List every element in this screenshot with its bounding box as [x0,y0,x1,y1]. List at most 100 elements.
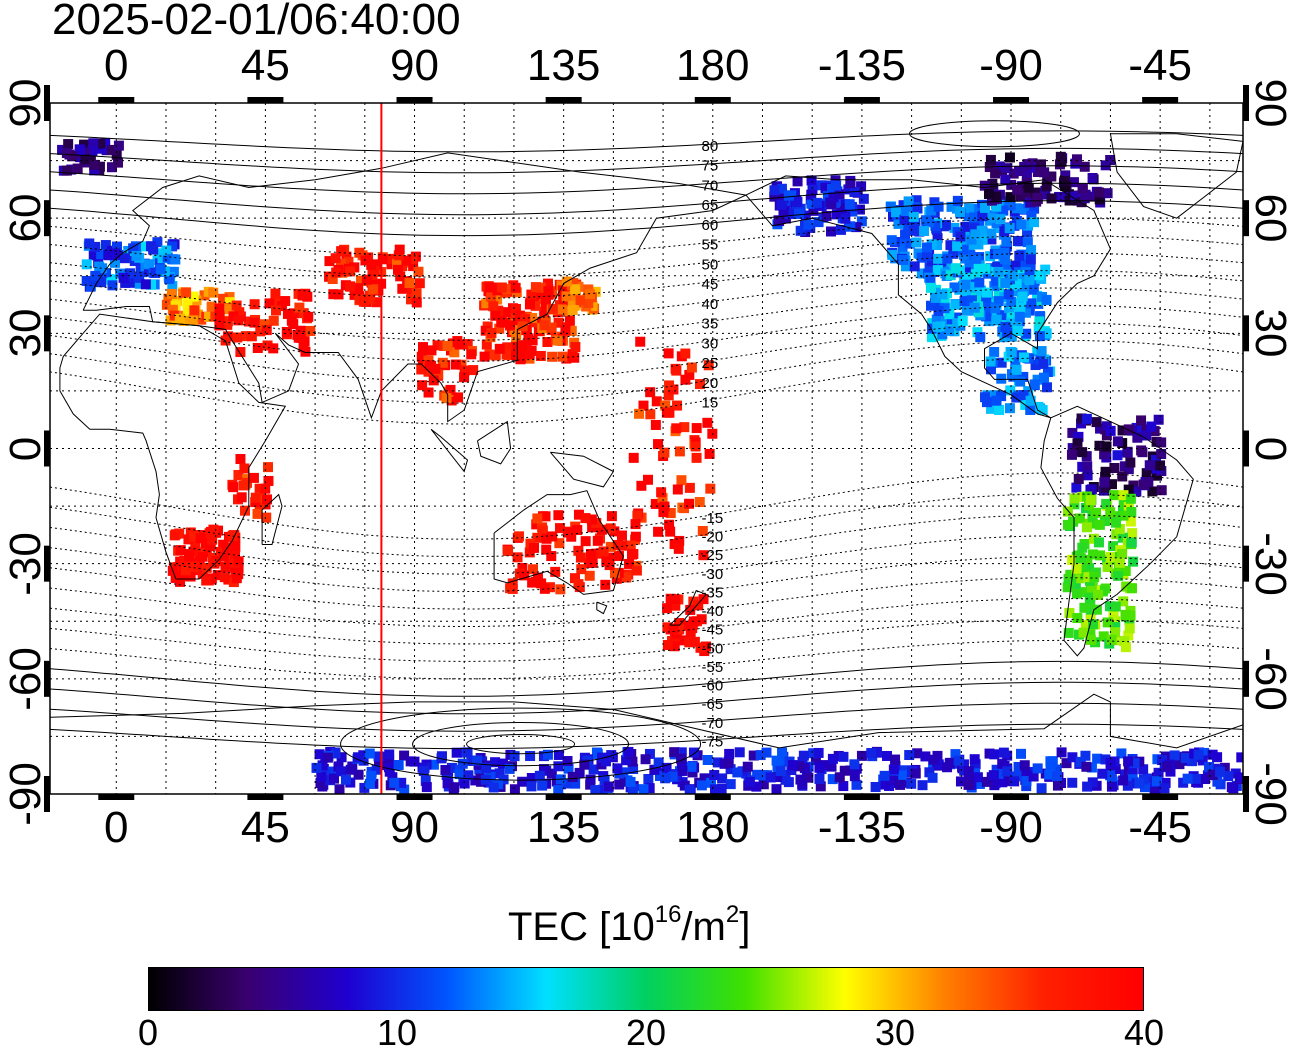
tec-cell [694,497,705,508]
tec-cell [612,763,623,774]
tec-cell [1019,286,1030,297]
tec-cell [1110,517,1121,528]
tec-cell [985,154,996,165]
tec-cell [364,294,375,305]
tec-cell [183,534,194,545]
tec-cell [953,755,964,766]
tec-cell [991,201,1002,212]
tec-cell [1036,159,1047,170]
tec-cell [587,557,598,568]
top-lon-label: 0 [104,41,129,90]
tec-cell [373,751,384,762]
tec-cell [181,287,192,298]
tec-cell [900,229,911,240]
tec-cell [1051,764,1062,775]
tec-cell [1041,294,1052,305]
tec-cell [1207,749,1218,760]
tec-cell [364,748,375,759]
tec-cell [539,320,550,331]
tec-cell [1077,447,1088,458]
tec-cell [537,525,548,536]
tec-cell [1131,486,1142,497]
tec-cell [990,303,1001,314]
tec-cell [1123,484,1134,495]
tec-cell [919,226,930,237]
tec-cell [187,315,198,326]
tec-cell [459,778,470,789]
tec-cell [656,487,667,498]
tec-cell [560,325,571,336]
tec-cell [866,748,877,759]
mag-lat-label: 50 [702,256,719,273]
tec-cell [1153,767,1164,778]
tec-cell [981,294,992,305]
tec-cell [955,231,966,242]
tec-cell [654,770,665,781]
coastline [550,451,615,488]
tec-cell [542,749,553,760]
tec-cell [252,508,263,519]
colorbar-tick-label: 20 [625,1012,667,1053]
tec-cell [537,780,548,791]
tec-cell [140,241,151,252]
tec-cell [996,357,1007,368]
tec-cell [550,566,561,577]
tec-cell [1062,519,1073,530]
tec-cell [530,300,541,311]
bottom-lon-label: 180 [676,803,750,852]
tec-cell [355,275,366,286]
tec-cell [948,248,959,259]
tec-cell [911,195,922,206]
tec-cell [389,777,400,788]
tec-cell [358,755,369,766]
tec-cell [784,208,795,219]
tec-cell [997,758,1008,769]
tec-cell [1019,161,1030,172]
tec-cell [856,216,867,227]
tec-cell [1026,245,1037,256]
tec-cell [1014,311,1025,322]
tec-cell [531,519,542,530]
tec-cell [134,278,145,289]
tec-cell [960,221,971,232]
tec-cell [1094,519,1105,530]
tec-cell [543,286,554,297]
tec-cell [449,347,460,358]
tec-cell [262,340,273,351]
tec-cell [1020,187,1031,198]
tec-cell [922,251,933,262]
tec-cell [825,226,836,237]
mag-lat-label: -20 [702,529,724,546]
tec-cell [1129,758,1140,769]
tec-cell [336,246,347,257]
tec-cell [941,315,952,326]
tec-cell [423,387,434,398]
tec-cell [909,225,920,236]
tec-cell [220,561,231,572]
tec-cell [614,768,625,779]
tec-cell [195,533,206,544]
tec-cell [813,747,824,758]
tec-cell [798,750,809,761]
tec-cell [808,748,819,759]
tec-cell [1072,613,1083,624]
tec-cell [705,483,716,494]
tec-cell [238,480,249,491]
mag-lat-contour [50,130,1243,153]
tec-cell [625,776,636,787]
tec-cell [72,163,83,174]
tec-cell [597,784,608,794]
tec-cell [1149,783,1160,794]
tec-cell [541,533,552,544]
tec-cell [1101,498,1112,509]
tec-cell [94,165,105,176]
tec-cell [795,774,806,785]
tec-cell [693,600,704,611]
tec-cell [698,594,709,605]
tec-cell [834,772,845,783]
tec-cell [986,228,997,239]
tec-cell [621,572,632,583]
tec-cell [1105,154,1116,165]
tec-cell [334,784,345,794]
colorbar-tick-label: 40 [1123,1012,1165,1053]
